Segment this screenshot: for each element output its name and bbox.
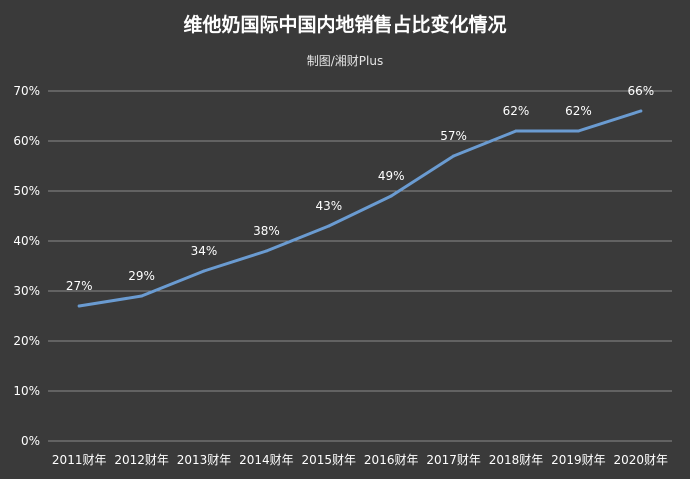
y-tick-label: 30%: [13, 284, 40, 298]
x-tick-label: 2015财年: [302, 453, 357, 467]
data-point: [327, 224, 331, 228]
chart-subtitle: 制图/湘财Plus: [306, 54, 384, 68]
data-label: 27%: [66, 279, 93, 293]
data-label: 62%: [503, 104, 530, 118]
chart-title: 维他奶国际中国内地销售占比变化情况: [183, 14, 507, 36]
x-tick-label: 2020财年: [614, 453, 669, 467]
data-point: [639, 109, 643, 113]
y-tick-label: 60%: [13, 134, 40, 148]
data-point: [202, 269, 206, 273]
y-tick-label: 70%: [13, 84, 40, 98]
data-point: [264, 249, 268, 253]
y-tick-label: 20%: [13, 334, 40, 348]
data-point: [77, 304, 81, 308]
data-label: 57%: [440, 129, 467, 143]
data-label: 62%: [565, 104, 592, 118]
x-tick-label: 2014财年: [239, 453, 294, 467]
data-label: 38%: [253, 224, 280, 238]
y-tick-label: 0%: [21, 434, 40, 448]
x-tick-label: 2016财年: [364, 453, 419, 467]
x-tick-label: 2012财年: [114, 453, 169, 467]
data-label: 43%: [315, 199, 342, 213]
data-label: 66%: [627, 84, 654, 98]
data-point: [514, 129, 518, 133]
y-tick-label: 50%: [13, 184, 40, 198]
data-label: 49%: [378, 169, 405, 183]
x-tick-label: 2018财年: [489, 453, 544, 467]
data-point: [140, 294, 144, 298]
x-tick-label: 2013财年: [177, 453, 232, 467]
data-point: [576, 129, 580, 133]
x-tick-label: 2019财年: [551, 453, 606, 467]
data-label: 34%: [191, 244, 218, 258]
y-tick-label: 40%: [13, 234, 40, 248]
x-tick-label: 2017财年: [426, 453, 481, 467]
data-point: [389, 194, 393, 198]
series-line: [77, 109, 643, 308]
data-label: 29%: [128, 269, 155, 283]
data-point: [452, 154, 456, 158]
y-tick-label: 10%: [13, 384, 40, 398]
x-tick-label: 2011财年: [52, 453, 107, 467]
